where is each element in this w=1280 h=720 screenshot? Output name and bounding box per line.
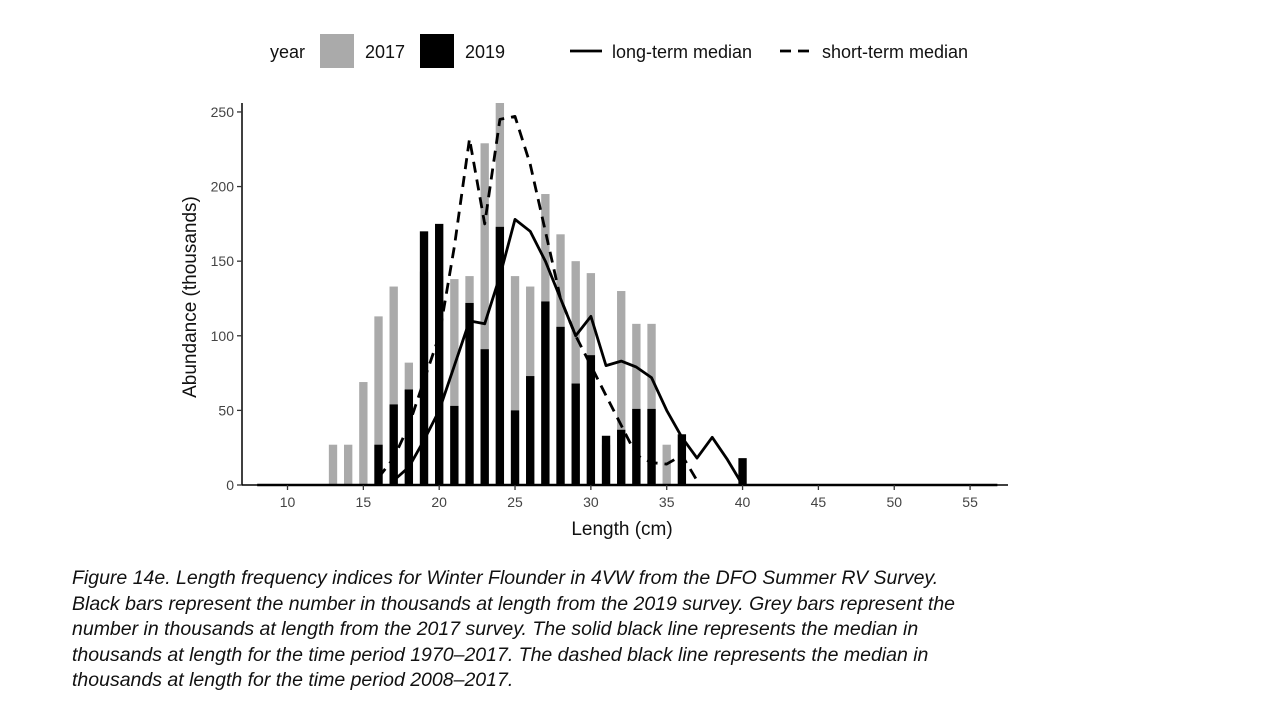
bar-2017 <box>632 323 641 485</box>
bar-2019 <box>571 383 580 485</box>
y-tick-label: 150 <box>211 253 235 269</box>
median-lines <box>257 115 998 487</box>
bar-2019 <box>510 410 520 485</box>
bar-2019 <box>450 405 459 485</box>
y-tick-label: 50 <box>218 402 234 418</box>
bars-2019 <box>374 223 747 485</box>
caption-line: thousands at length for the time period … <box>72 669 514 691</box>
bar-2019 <box>601 435 611 485</box>
caption-line: Black bars represent the number in thous… <box>72 592 956 615</box>
short-term-median-line <box>377 115 699 482</box>
x-tick-label: 15 <box>356 494 372 510</box>
bar-2017 <box>374 316 383 485</box>
bar-2019 <box>389 404 398 485</box>
caption-line: Figure 14e. Length frequency indices for… <box>72 567 939 589</box>
bar-2017 <box>617 291 626 485</box>
x-tick-label: 30 <box>583 494 599 510</box>
legend-label-2019: 2019 <box>465 42 505 62</box>
x-tick-label: 50 <box>886 494 902 510</box>
x-tick-label: 10 <box>280 494 296 510</box>
bar-2019 <box>541 301 550 485</box>
y-tick-label: 200 <box>211 179 235 195</box>
bar-2019 <box>738 458 747 485</box>
axes: 0 50 100 150 200 250 10 15 20 25 30 35 40 45 50 55 Lengt… <box>180 103 1008 540</box>
bar-2017 <box>571 261 580 485</box>
caption-line: number in thousands at length from the 2… <box>72 618 919 640</box>
bar-2019 <box>586 355 596 485</box>
x-tick-label: 25 <box>507 494 523 510</box>
x-tick-label: 35 <box>659 494 675 510</box>
bar-2019 <box>526 376 535 485</box>
bar-2017 <box>480 143 489 486</box>
bar-2017 <box>389 286 398 485</box>
x-tick-label: 45 <box>811 494 827 510</box>
legend-label-long-term: long-term median <box>612 42 752 62</box>
x-tick-label: 20 <box>431 494 447 510</box>
figure-caption: Figure 14e. Length frequency indices for… <box>72 566 1172 694</box>
bar-2019 <box>647 408 656 485</box>
long-term-median-line <box>392 217 744 486</box>
bar-2017 <box>359 382 368 485</box>
bar-2019 <box>435 223 444 485</box>
y-tick-label: 250 <box>211 104 235 120</box>
bar-2019 <box>419 231 429 485</box>
bar-2019 <box>632 408 641 485</box>
x-tick-label: 55 <box>962 494 978 510</box>
bar-2019 <box>465 302 474 485</box>
bar-2019 <box>495 226 505 485</box>
bar-2019 <box>677 434 687 485</box>
length-frequency-chart: year 2017 2019 long-term median short-term m… <box>180 34 1008 540</box>
caption-line: thousands at length for the time period … <box>72 643 929 666</box>
legend-label-short-term: short-term median <box>822 42 968 62</box>
legend-key-2019 <box>420 34 454 68</box>
y-tick-label: 0 <box>226 477 234 493</box>
legend-label-2017: 2017 <box>365 42 405 62</box>
bar-2017 <box>328 444 338 485</box>
bar-2019 <box>480 349 489 485</box>
legend-key-2017 <box>320 34 354 68</box>
x-axis-title: Length (cm) <box>571 519 672 540</box>
bar-2017 <box>450 279 459 485</box>
bar-2017 <box>510 276 520 485</box>
y-tick-label: 100 <box>211 328 235 344</box>
legend-title: year <box>270 42 305 62</box>
bar-2019 <box>556 326 565 485</box>
y-axis-title: Abundance (thousands) <box>180 196 201 398</box>
bar-2017 <box>647 323 656 485</box>
bar-2019 <box>617 429 626 485</box>
bar-2019 <box>374 444 383 485</box>
bar-2017 <box>344 444 353 485</box>
x-tick-label: 40 <box>735 494 751 510</box>
legend: year 2017 2019 long-term median short-term m… <box>270 34 968 68</box>
bar-2019 <box>404 389 414 485</box>
